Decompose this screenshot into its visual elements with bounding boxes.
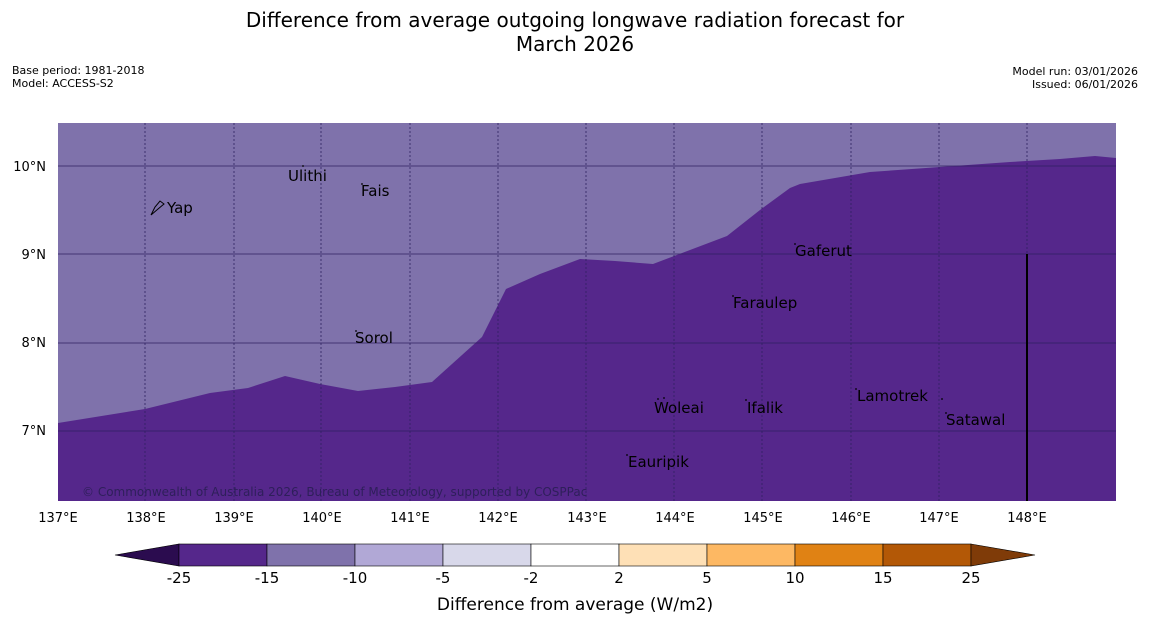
place-sorol: Sorol bbox=[355, 329, 393, 347]
meta-left: Base period: 1981-2018 Model: ACCESS-S2 bbox=[12, 64, 144, 90]
place-ifalik: Ifalik bbox=[747, 399, 783, 417]
colorbar-tick: -2 bbox=[524, 569, 539, 587]
colorbar-seg-minus10 bbox=[354, 543, 444, 567]
lon-label-141e: 141°E bbox=[390, 511, 430, 526]
lat-label-8n: 8°N bbox=[22, 336, 47, 351]
colorbar-seg-15 bbox=[882, 543, 972, 567]
colorbar-tick: -10 bbox=[343, 569, 368, 587]
colorbar-seg-2 bbox=[618, 543, 708, 567]
issued-date: Issued: 06/01/2026 bbox=[1031, 78, 1138, 91]
colorbar-extend-high bbox=[970, 543, 1036, 567]
place-lamotrek: Lamotrek bbox=[857, 387, 928, 405]
island-dots bbox=[302, 165, 947, 456]
colorbar-seg-10 bbox=[794, 543, 884, 567]
lon-label-147e: 147°E bbox=[919, 511, 959, 526]
colorbar-seg-minus25 bbox=[178, 543, 268, 567]
colorbar-tick: -15 bbox=[255, 569, 280, 587]
copyright-text: © Commonwealth of Australia 2026, Bureau… bbox=[82, 485, 587, 499]
lon-label-137e: 137°E bbox=[38, 511, 78, 526]
lat-label-10n: 10°N bbox=[13, 160, 46, 175]
yap-island-icon bbox=[150, 200, 165, 216]
place-faraulep: Faraulep bbox=[733, 294, 797, 312]
model-run: Model run: 03/01/2026 bbox=[1012, 65, 1138, 78]
lon-label-146e: 146°E bbox=[831, 511, 871, 526]
place-fais: Fais bbox=[361, 182, 390, 200]
colorbar bbox=[114, 543, 1036, 567]
lon-label-144e: 144°E bbox=[655, 511, 695, 526]
colorbar-tick: 10 bbox=[785, 569, 804, 587]
lon-label-142e: 142°E bbox=[478, 511, 518, 526]
colorbar-seg-minus2 bbox=[530, 543, 620, 567]
place-satawal: Satawal bbox=[946, 411, 1005, 429]
lon-label-139e: 139°E bbox=[214, 511, 254, 526]
base-period: Base period: 1981-2018 bbox=[12, 64, 145, 77]
model-name: Model: ACCESS-S2 bbox=[12, 77, 114, 90]
colorbar-seg-minus5 bbox=[442, 543, 532, 567]
chart-title: Difference from average outgoing longwav… bbox=[0, 8, 1150, 56]
lon-label-148e: 148°E bbox=[1007, 511, 1047, 526]
place-ulithi: Ulithi bbox=[288, 167, 327, 185]
lon-label-145e: 145°E bbox=[743, 511, 783, 526]
place-yap: Yap bbox=[166, 199, 193, 217]
lat-label-9n: 9°N bbox=[22, 248, 47, 263]
place-woleai: Woleai bbox=[654, 399, 704, 417]
colorbar-tick: -5 bbox=[436, 569, 451, 587]
title-line-2: March 2026 bbox=[515, 32, 635, 56]
place-gaferut: Gaferut bbox=[795, 242, 852, 260]
colorbar-seg-5 bbox=[706, 543, 796, 567]
lon-label-140e: 140°E bbox=[302, 511, 342, 526]
colorbar-seg-minus15 bbox=[266, 543, 356, 567]
colorbar-tick: -25 bbox=[167, 569, 192, 587]
map-lat-lines bbox=[58, 165, 1116, 432]
colorbar-tick: 2 bbox=[614, 569, 624, 587]
colorbar-tick: 5 bbox=[702, 569, 712, 587]
colorbar-tick: 25 bbox=[961, 569, 980, 587]
place-eauripik: Eauripik bbox=[628, 453, 689, 471]
colorbar-tick: 15 bbox=[873, 569, 892, 587]
lon-label-138e: 138°E bbox=[126, 511, 166, 526]
lon-label-143e: 143°E bbox=[567, 511, 607, 526]
colorbar-extend-low bbox=[114, 543, 180, 567]
title-line-1: Difference from average outgoing longwav… bbox=[245, 8, 905, 32]
colorbar-title: Difference from average (W/m2) bbox=[437, 595, 713, 615]
meta-right: Model run: 03/01/2026 Issued: 06/01/2026 bbox=[1012, 65, 1138, 91]
map-band-dark bbox=[58, 156, 1116, 501]
lat-label-7n: 7°N bbox=[22, 424, 47, 439]
